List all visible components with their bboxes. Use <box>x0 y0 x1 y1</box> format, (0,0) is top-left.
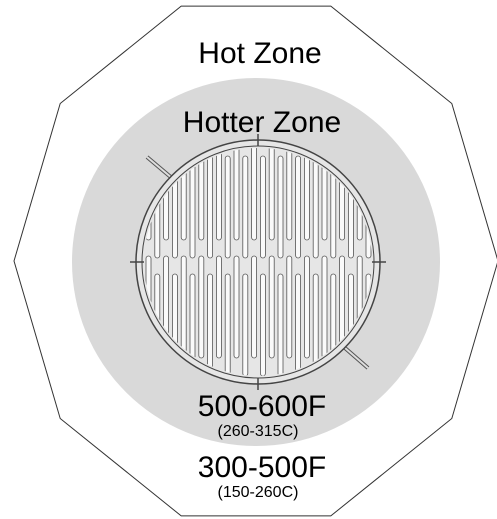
slot <box>303 255 310 359</box>
slot <box>233 255 240 359</box>
slot <box>277 273 284 376</box>
slot <box>251 148 258 241</box>
slot <box>224 155 231 259</box>
slot <box>268 148 275 241</box>
outer-temp-f: 300-500F <box>198 451 326 484</box>
slot <box>295 273 302 376</box>
slot <box>233 148 240 241</box>
slot <box>268 255 275 359</box>
slot <box>295 155 302 259</box>
inner-temp-c: (260-315C) <box>218 423 299 440</box>
slot <box>251 255 258 359</box>
slot <box>286 255 293 359</box>
slot <box>215 148 222 241</box>
inner-temp-f: 500-600F <box>198 390 326 423</box>
slot <box>207 155 214 259</box>
slot <box>189 273 196 376</box>
slot <box>303 148 310 241</box>
slot <box>277 155 284 259</box>
slot <box>215 255 222 359</box>
slot <box>189 155 196 259</box>
slot <box>207 273 214 376</box>
outer-temp-c: (150-260C) <box>218 484 299 501</box>
outer-zone-label: Hot Zone <box>198 37 321 70</box>
slot <box>180 255 187 359</box>
slot <box>321 255 328 359</box>
slot <box>224 273 231 376</box>
slot <box>312 273 319 376</box>
slot <box>242 273 249 376</box>
slot <box>259 273 266 376</box>
slot <box>259 155 266 259</box>
slot <box>286 148 293 241</box>
slot <box>312 155 319 259</box>
inner-zone-label: Hotter Zone <box>183 106 341 139</box>
slot <box>198 255 205 359</box>
slot <box>242 155 249 259</box>
